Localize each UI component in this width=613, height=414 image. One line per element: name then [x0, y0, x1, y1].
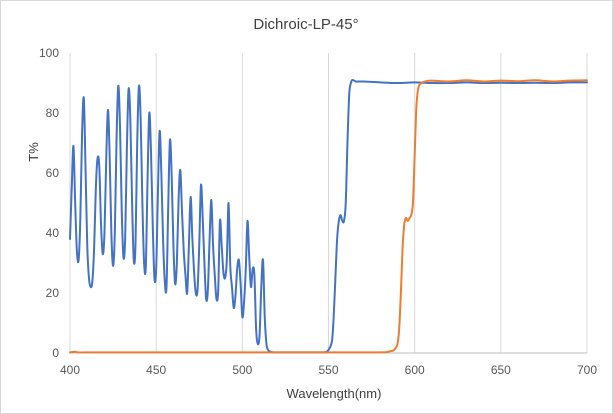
x-axis-title: Wavelength(nm) — [287, 386, 382, 401]
series-line-1 — [69, 78, 588, 354]
y-tick-label: 100 — [39, 46, 59, 60]
x-tick-label: 450 — [146, 363, 166, 377]
y-tick-label: 0 — [52, 346, 59, 360]
x-tick-label: 550 — [318, 363, 338, 377]
y-tick-label: 60 — [46, 166, 60, 180]
tick-labels: 400 450 500 550 600 650 700 0 20 40 60 80 100 — [39, 46, 597, 377]
y-tick-label: 40 — [46, 226, 60, 240]
chart-title: Dichroic-LP-45° — [253, 16, 358, 33]
x-tick-label: 700 — [577, 363, 597, 377]
y-tick-label: 20 — [46, 286, 60, 300]
x-tick-label: 600 — [405, 363, 425, 377]
y-axis-title: T% — [26, 142, 41, 162]
y-tick-label: 80 — [46, 106, 60, 120]
x-tick-label: 400 — [60, 363, 80, 377]
grid — [69, 53, 588, 354]
x-tick-label: 500 — [232, 363, 252, 377]
x-tick-label: 650 — [491, 363, 511, 377]
series-line-2 — [69, 79, 588, 354]
series-group — [69, 78, 588, 354]
